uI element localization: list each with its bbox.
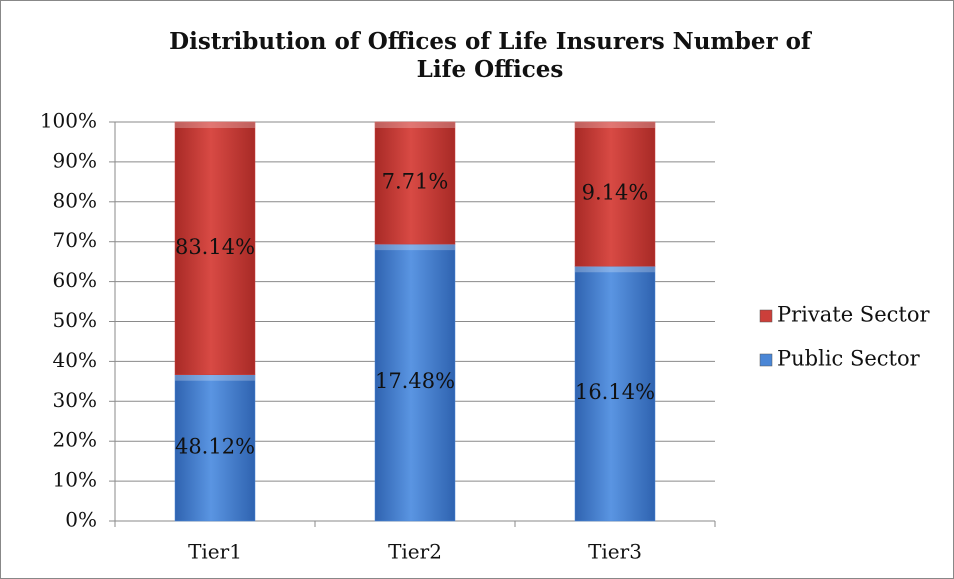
bar-highlight bbox=[375, 244, 455, 251]
y-tick-label: 10% bbox=[53, 468, 97, 492]
bar-highlight bbox=[175, 122, 255, 128]
bar-segment bbox=[174, 121, 256, 375]
bar-segment bbox=[574, 266, 656, 522]
x-tick-label: Tier2 bbox=[388, 540, 442, 564]
legend-swatch bbox=[759, 353, 773, 367]
y-tick-label: 50% bbox=[53, 308, 97, 332]
bar-highlight bbox=[575, 122, 655, 128]
y-tick-label: 20% bbox=[53, 428, 97, 452]
y-tick-label: 90% bbox=[53, 148, 97, 172]
y-tick-label: 100% bbox=[40, 109, 97, 133]
y-tick-label: 80% bbox=[53, 188, 97, 212]
bar-highlight bbox=[175, 374, 255, 381]
y-tick-label: 40% bbox=[53, 348, 97, 372]
y-tick-label: 30% bbox=[53, 388, 97, 412]
chart-title: Distribution of Offices of Life Insurers… bbox=[169, 28, 811, 83]
y-tick-label: 0% bbox=[65, 508, 97, 532]
data-label: 16.14% bbox=[575, 380, 655, 404]
data-label: 83.14% bbox=[175, 235, 255, 259]
legend-label: Private Sector bbox=[777, 303, 930, 327]
data-label: 17.48% bbox=[375, 369, 455, 393]
x-tick-label: Tier1 bbox=[188, 540, 242, 564]
y-tick-label: 60% bbox=[53, 268, 97, 292]
legend-swatch bbox=[759, 309, 773, 323]
bar-highlight bbox=[375, 122, 455, 128]
legend-label: Public Sector bbox=[777, 347, 921, 371]
bar-segment bbox=[174, 374, 256, 522]
data-label: 48.12% bbox=[175, 434, 255, 458]
bar-highlight bbox=[575, 266, 655, 273]
x-tick-label: Tier3 bbox=[588, 540, 642, 564]
data-label: 7.71% bbox=[382, 170, 449, 194]
bar-segment bbox=[374, 121, 456, 245]
bar-segment bbox=[574, 121, 656, 267]
data-label: 9.14% bbox=[582, 181, 649, 205]
y-tick-label: 70% bbox=[53, 228, 97, 252]
